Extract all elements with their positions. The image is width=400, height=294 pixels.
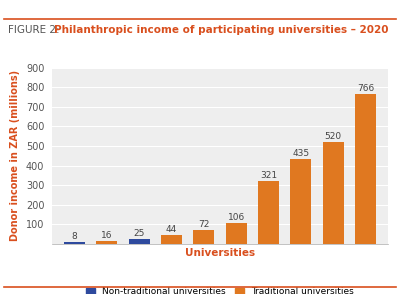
Y-axis label: Donor income in ZAR (millions): Donor income in ZAR (millions): [10, 70, 20, 241]
Legend: Non-traditional universities, Traditional universities: Non-traditional universities, Traditiona…: [86, 287, 354, 294]
Bar: [96, 241, 118, 244]
Text: 766: 766: [357, 84, 374, 93]
Text: 16: 16: [101, 231, 113, 240]
Bar: [64, 243, 85, 244]
Bar: [193, 230, 214, 244]
Text: 520: 520: [324, 132, 342, 141]
Bar: [258, 181, 279, 244]
Text: 25: 25: [134, 229, 145, 238]
Text: 72: 72: [198, 220, 210, 229]
Text: 8: 8: [72, 232, 78, 241]
Bar: [355, 94, 376, 244]
Bar: [322, 142, 344, 244]
Text: 321: 321: [260, 171, 277, 180]
Text: Philanthropic income of participating universities – 2020: Philanthropic income of participating un…: [54, 25, 388, 35]
Text: 106: 106: [228, 213, 245, 222]
Text: FIGURE 2:: FIGURE 2:: [8, 25, 63, 35]
Bar: [161, 235, 182, 244]
X-axis label: Universities: Universities: [185, 248, 255, 258]
Text: 44: 44: [166, 225, 177, 234]
Bar: [290, 159, 311, 244]
Bar: [226, 223, 247, 244]
Text: 435: 435: [292, 148, 309, 158]
Bar: [129, 239, 150, 244]
